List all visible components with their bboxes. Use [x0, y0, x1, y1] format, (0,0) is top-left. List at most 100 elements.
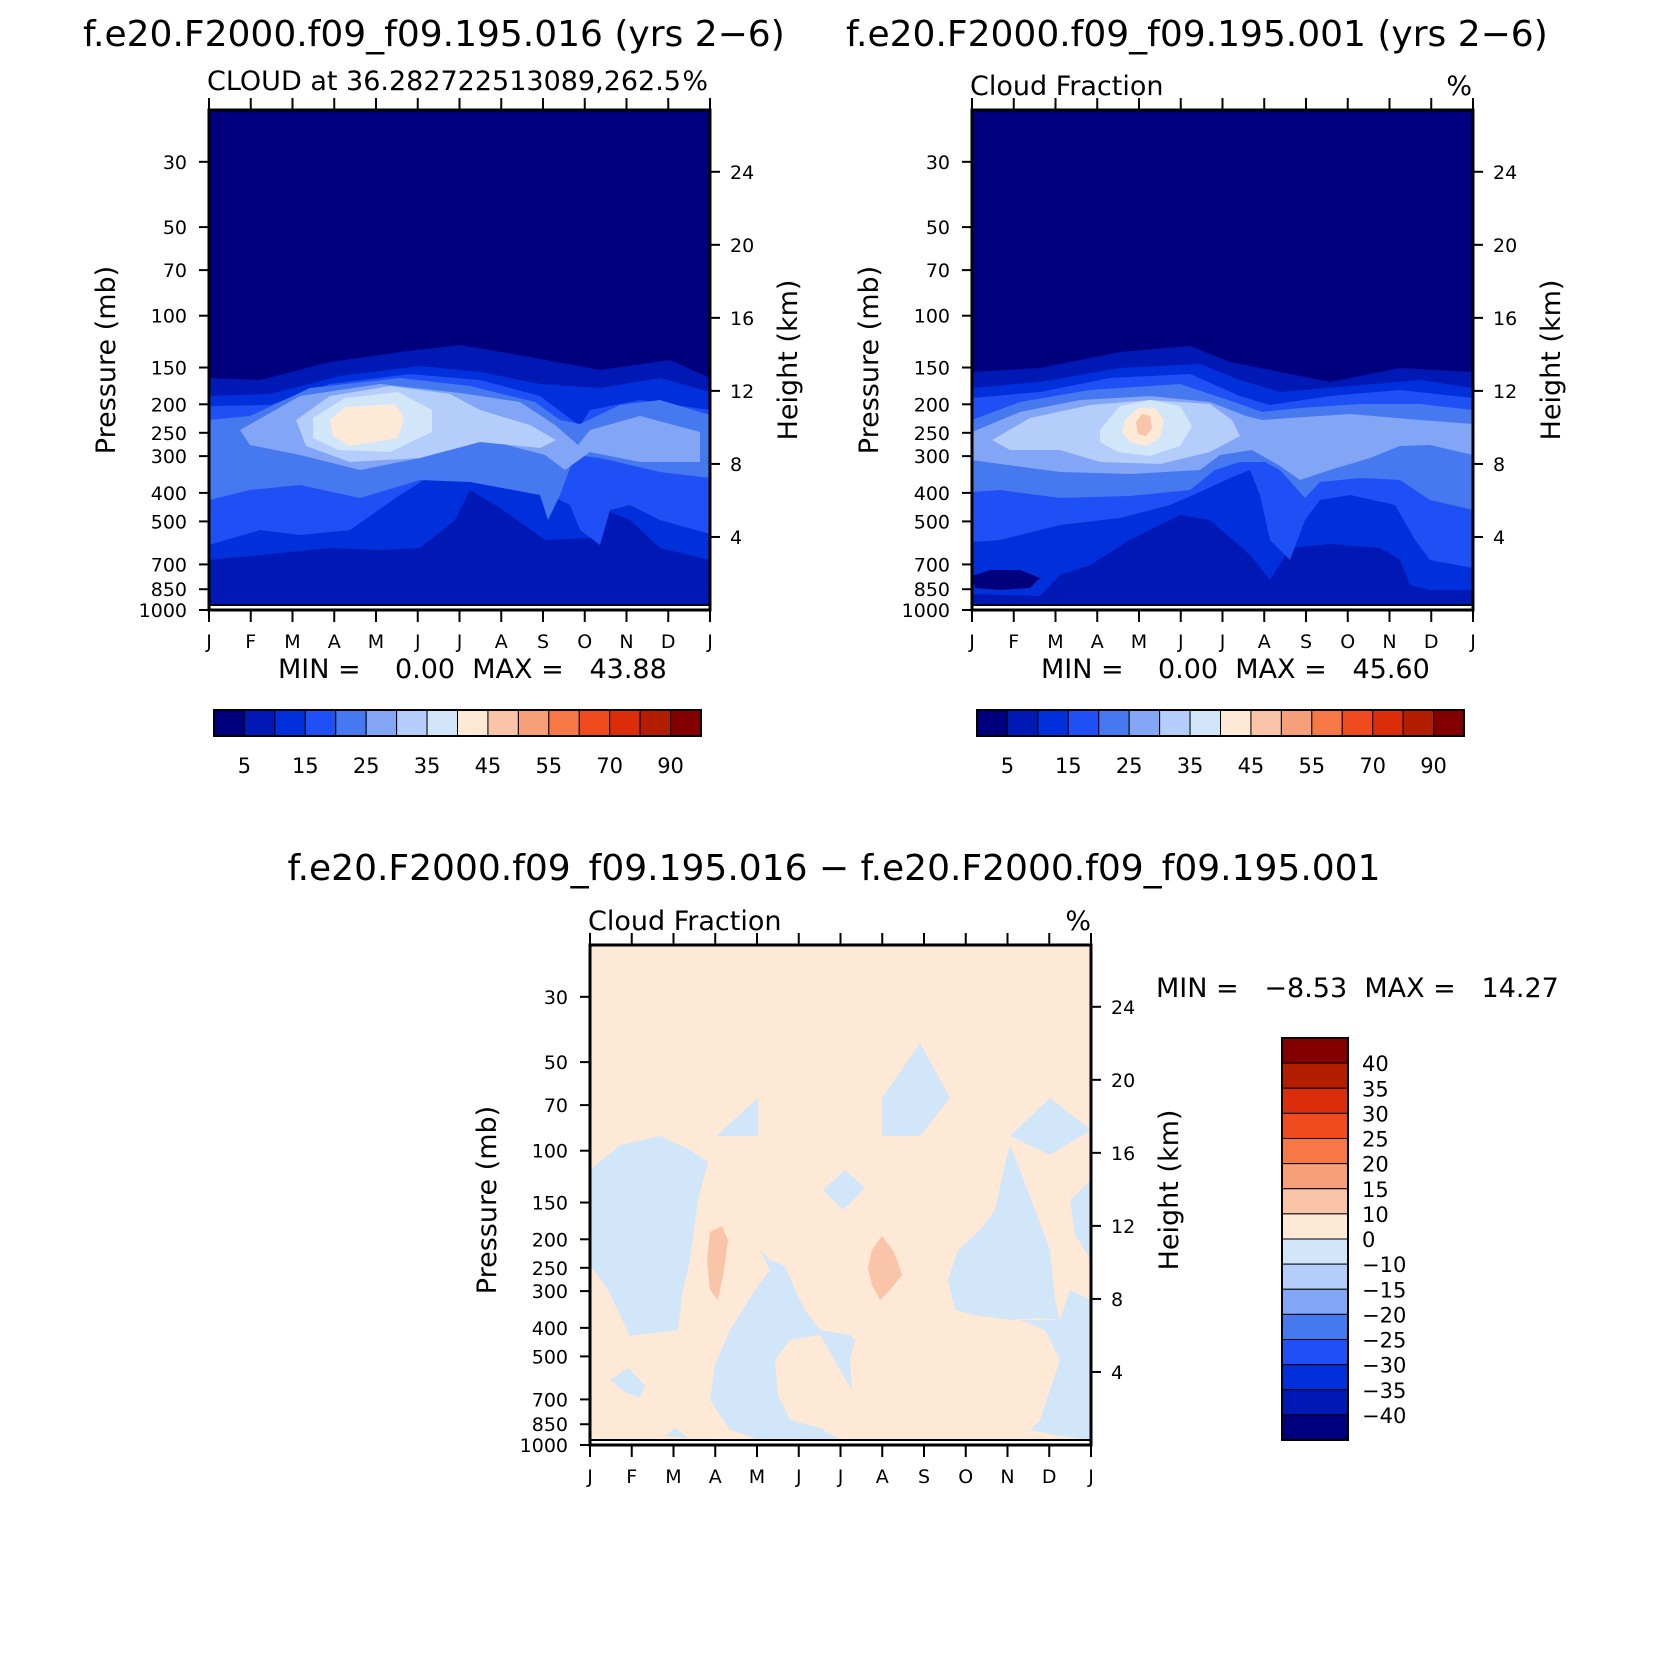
- p3-ptick-label: 700: [532, 1389, 568, 1411]
- p2-colorbar-label: 90: [1420, 754, 1447, 778]
- p3-neg-foot: [665, 1428, 688, 1438]
- panel1-minmax: MIN = 0.00 MAX = 43.88: [278, 654, 667, 685]
- p3-ptick-label: 100: [532, 1141, 568, 1163]
- p3-colorbar-label: 30: [1362, 1102, 1389, 1126]
- p1-xtick-label: M: [368, 631, 384, 653]
- p1-colorbar-label: 35: [414, 754, 441, 778]
- p2-colorbar-box: [976, 709, 1008, 737]
- p3-colorbar-label: −20: [1362, 1303, 1406, 1327]
- p2-xtick-label: O: [1340, 631, 1355, 653]
- p1-c-40: [330, 404, 404, 446]
- p1-xtick-label: A: [495, 631, 508, 653]
- p3-colorbar-box: [1281, 1414, 1349, 1441]
- panel3-minmax: MIN = −8.53 MAX = 14.27: [1156, 973, 1559, 1004]
- p3-colorbar-label: −30: [1362, 1354, 1406, 1378]
- panel2-ylabel-pressure: Pressure (mb): [854, 266, 885, 454]
- p3-htick-label: 8: [1111, 1289, 1123, 1311]
- p2-colorbar-box: [1220, 709, 1252, 737]
- p1-xtick-label: J: [205, 631, 212, 653]
- p2-ptick-label: 150: [914, 358, 950, 380]
- p3-colorbar-box: [1281, 1087, 1349, 1114]
- p1-colorbar-box: [517, 709, 550, 737]
- panel2-minmax: MIN = 0.00 MAX = 45.60: [1041, 654, 1430, 685]
- p2-ptick-label: 250: [914, 423, 950, 445]
- p2-xtick-label: M: [1047, 631, 1063, 653]
- p1-ptick-label: 150: [151, 358, 187, 380]
- p2-htick-label: 12: [1493, 381, 1517, 403]
- p2-xtick-label: J: [1177, 631, 1184, 653]
- p1-colorbar-label: 45: [475, 754, 502, 778]
- p1-colorbar-label: 55: [535, 754, 562, 778]
- panel2-plot: [970, 108, 1475, 612]
- p3-colorbar-box: [1281, 1163, 1349, 1190]
- p2-htick-label: 8: [1493, 454, 1505, 476]
- p2-colorbar-box: [1067, 709, 1100, 737]
- p1-xtick-label: A: [328, 631, 341, 653]
- p3-xtick-label: N: [1000, 1466, 1014, 1488]
- p2-xtick-label: A: [1091, 631, 1104, 653]
- p2-colorbar-box: [1280, 709, 1313, 737]
- p2-colorbar-box: [1250, 709, 1282, 737]
- p3-htick-label: 4: [1111, 1362, 1123, 1384]
- p2-colorbar-box: [1341, 709, 1374, 737]
- p3-ptick-label: 150: [532, 1193, 568, 1215]
- p1-colorbar-box: [548, 709, 580, 737]
- p1-colorbar-label: 70: [596, 754, 623, 778]
- p3-colorbar-box: [1281, 1339, 1349, 1366]
- p3-colorbar-box: [1281, 1062, 1349, 1089]
- p3-colorbar-label: 0: [1362, 1228, 1375, 1252]
- p3-colorbar-label: 10: [1362, 1203, 1389, 1227]
- panel1-right-title: %: [682, 66, 708, 97]
- panel3-left-title: Cloud Fraction: [588, 906, 781, 937]
- p2-xtick-label: J: [968, 631, 975, 653]
- p3-htick-label: 24: [1111, 997, 1135, 1019]
- panel2-left-title: Cloud Fraction: [970, 71, 1163, 102]
- p3-xtick-label: M: [749, 1466, 765, 1488]
- p3-ptick-label: 850: [532, 1414, 568, 1436]
- p3-colorbar-box: [1281, 1112, 1349, 1139]
- p1-xtick-label: J: [456, 631, 463, 653]
- p3-colorbar-box: [1281, 1138, 1349, 1165]
- p1-xtick-label: O: [577, 631, 592, 653]
- p2-htick-label: 4: [1493, 527, 1505, 549]
- p2-colorbar-label: 35: [1177, 754, 1204, 778]
- p2-ptick-label: 70: [926, 260, 950, 282]
- p1-colorbar-label: 5: [238, 754, 251, 778]
- p3-colorbar-label: 40: [1362, 1052, 1389, 1076]
- p1-htick-label: 20: [730, 235, 754, 257]
- p1-colorbar-label: 90: [657, 754, 684, 778]
- panel1-ylabel-pressure: Pressure (mb): [91, 266, 122, 454]
- p1-ptick-label: 700: [151, 554, 187, 576]
- panel1-colorbar: 5 15 25 35 45 55 70 90: [213, 709, 702, 778]
- p3-neg-central: [710, 1250, 855, 1440]
- p1-colorbar-box: [243, 709, 276, 737]
- p3-colorbar-box: [1281, 1389, 1349, 1416]
- p2-ptick-label: 500: [914, 511, 950, 533]
- p1-xtick-label: M: [284, 631, 300, 653]
- p3-xtick-label: F: [626, 1466, 637, 1488]
- p2-htick-label: 20: [1493, 235, 1517, 257]
- p1-colorbar-box: [365, 709, 398, 737]
- p3-ptick-label: 30: [544, 987, 568, 1009]
- p1-colorbar-box: [578, 709, 611, 737]
- p1-colorbar-label: 15: [292, 754, 319, 778]
- p2-htick-label: 24: [1493, 162, 1517, 184]
- p1-xtick-label: J: [706, 631, 713, 653]
- p3-neg-topA: [716, 1098, 758, 1136]
- p2-ptick-label: 1000: [902, 600, 950, 622]
- p1-xtick-label: F: [245, 631, 256, 653]
- p3-neg-west-low: [610, 1368, 645, 1398]
- p1-htick-label: 16: [730, 308, 754, 330]
- p3-ptick-label: 400: [532, 1318, 568, 1340]
- p3-xtick-label: J: [795, 1466, 802, 1488]
- p3-xtick-label: D: [1042, 1466, 1057, 1488]
- p3-colorbar-label: −40: [1362, 1404, 1406, 1428]
- p3-htick-label: 20: [1111, 1070, 1135, 1092]
- p3-ptick-label: 250: [532, 1258, 568, 1280]
- panel2-ylabel-height: Height (km): [1536, 280, 1567, 441]
- p1-xtick-label: J: [414, 631, 421, 653]
- p1-c-25-b: [662, 434, 672, 442]
